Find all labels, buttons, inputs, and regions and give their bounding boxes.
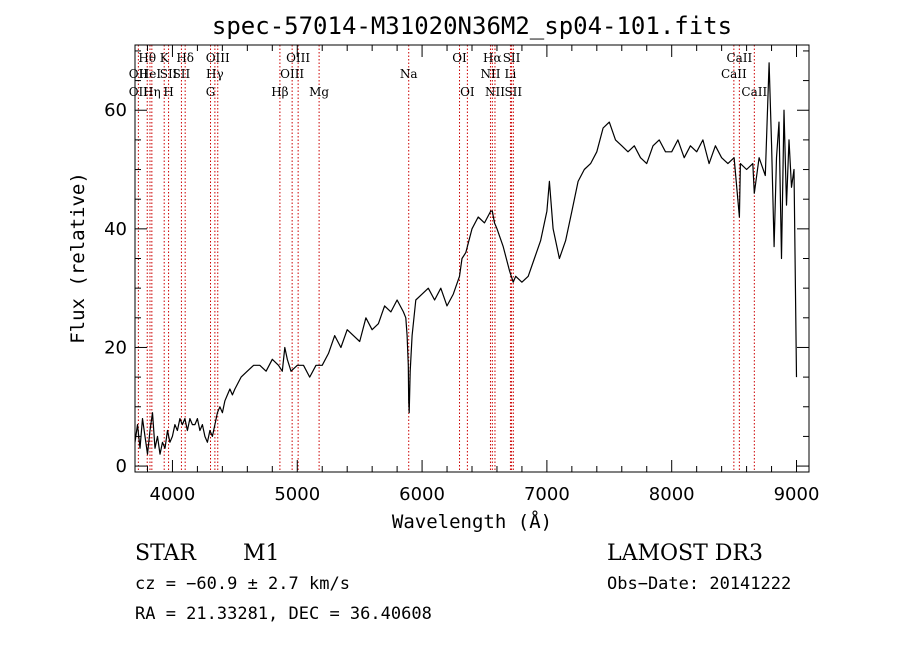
line-marker-label: NII	[480, 67, 500, 81]
line-marker-label: Na	[400, 67, 418, 81]
y-tick-label: 40	[104, 219, 127, 240]
x-axis-ticks: 4000 5000 6000 7000 8000 9000	[146, 45, 820, 505]
x-tick-label: 7000	[524, 484, 570, 505]
obs-date: Obs−Date: 20141222	[607, 574, 791, 594]
line-marker-label: Li	[505, 67, 517, 81]
x-tick-label: 6000	[399, 484, 445, 505]
line-marker-label: SII	[503, 51, 521, 65]
y-tick-label: 20	[104, 337, 127, 358]
y-axis-ticks: 0 20 40 60	[104, 50, 809, 477]
line-marker-label: OI	[452, 51, 467, 65]
chart-title: spec-57014-M31020N36M2_sp04-101.fits	[212, 12, 732, 40]
cz-value: cz = −60.9 ± 2.7 km/s	[135, 574, 350, 594]
object-subclass: M1	[243, 541, 280, 566]
line-marker-label: OII	[129, 67, 149, 81]
line-marker-label: Hη	[143, 85, 161, 99]
line-marker-label: HeI	[139, 67, 162, 81]
x-tick-label: 5000	[274, 484, 320, 505]
y-axis-label: Flux (relative)	[67, 172, 89, 344]
x-tick-label: 8000	[649, 484, 695, 505]
line-marker-labels: HθOIIOIIHeIHηKSIIHHδSIIOIIIHγGOIIIOIIIHβ…	[129, 51, 768, 99]
y-tick-label: 60	[104, 100, 127, 121]
survey-label: LAMOST DR3	[607, 541, 763, 566]
line-marker-label: OIII	[206, 51, 230, 65]
line-marker-label: NII	[485, 85, 505, 99]
line-marker-label: Mg	[309, 85, 329, 99]
line-marker-label: OII	[129, 85, 149, 99]
line-marker-label: H	[163, 85, 173, 99]
line-marker-label: G	[206, 85, 216, 99]
line-marker-label: CaII	[741, 85, 767, 99]
line-marker-label: Hα	[483, 51, 502, 65]
line-marker-label: CaII	[726, 51, 752, 65]
line-marker-label: SII	[173, 67, 191, 81]
x-axis-label: Wavelength (Å)	[392, 510, 552, 533]
x-tick-label: 4000	[150, 484, 196, 505]
spectrum-line	[134, 62, 798, 455]
line-marker-label: K	[160, 51, 170, 65]
y-tick-label: 0	[116, 456, 127, 477]
line-marker-label: OI	[460, 85, 475, 99]
line-marker-label: OIII	[286, 51, 310, 65]
x-tick-label: 9000	[774, 484, 820, 505]
line-markers	[137, 45, 755, 472]
line-marker-label: CaII	[721, 67, 747, 81]
line-marker-label: OIII	[280, 67, 304, 81]
line-marker-label: Hβ	[271, 85, 288, 99]
plot-frame	[134, 44, 810, 473]
line-marker-label: Hθ	[138, 51, 156, 65]
line-marker-label: SII	[504, 85, 522, 99]
object-class: STAR	[135, 541, 197, 566]
line-marker-label: Hγ	[206, 67, 224, 81]
coordinates: RA = 21.33281, DEC = 36.40608	[135, 604, 432, 624]
line-marker-label: SII	[160, 67, 178, 81]
line-marker-label: Hδ	[176, 51, 194, 65]
